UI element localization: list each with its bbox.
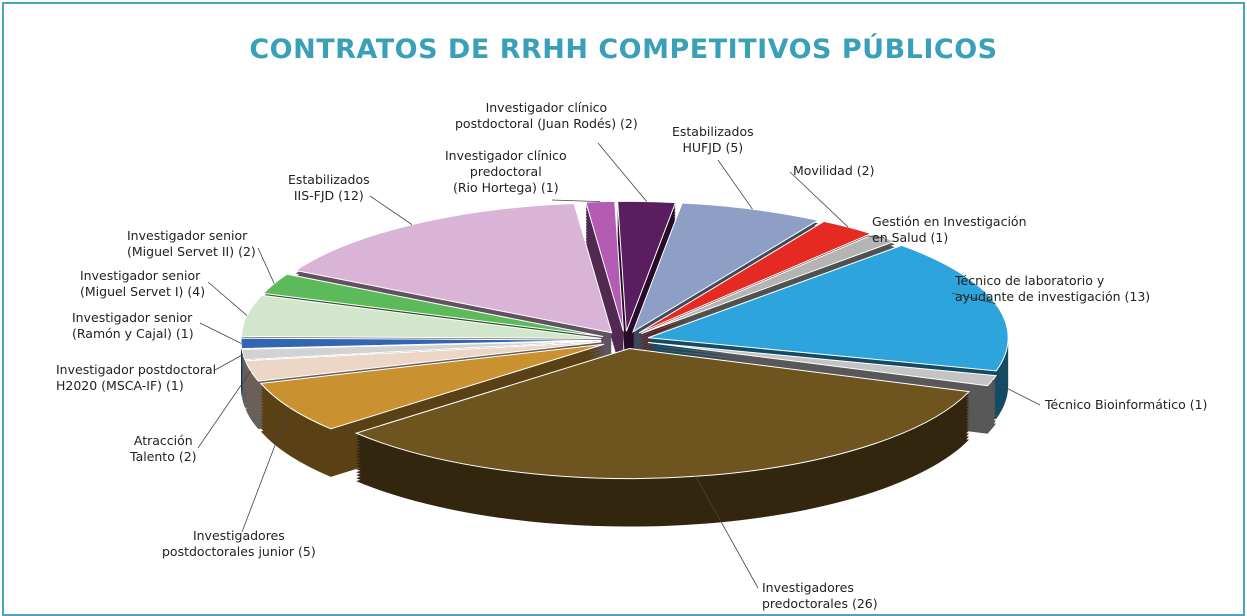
leader-line xyxy=(241,407,290,533)
leader-line xyxy=(597,142,647,202)
slice-label: Investigadores predoctorales (26) xyxy=(762,580,878,611)
slice-side xyxy=(647,348,997,392)
slice-label: Estabilizados HUFJD (5) xyxy=(672,124,754,155)
slice-label: Investigador clínico predoctoral (Rio Ho… xyxy=(445,148,567,195)
slice-label: Movilidad (2) xyxy=(793,163,875,178)
leader-line xyxy=(867,235,885,239)
slice-label: Atracción Talento (2) xyxy=(130,433,197,464)
leader-line xyxy=(199,322,242,344)
slice xyxy=(294,202,613,334)
slice xyxy=(241,340,602,361)
slice xyxy=(240,294,602,339)
slice-label: Investigador postdoctoral H2020 (MSCA-IF… xyxy=(56,362,217,393)
leader-line xyxy=(551,199,601,203)
leader-line xyxy=(207,281,248,316)
leader-line xyxy=(695,476,759,589)
leader-line xyxy=(257,247,275,284)
slice-label: Investigadores postdoctorales junior (5) xyxy=(162,528,316,559)
slice-label: Gestión en Investigación en Salud (1) xyxy=(872,214,1027,245)
slice-label: Investigador senior (Ramón y Cajal) (1) xyxy=(72,310,194,341)
slice xyxy=(647,244,1009,372)
leader-line xyxy=(951,292,996,304)
slice-side xyxy=(647,345,997,389)
leader-line xyxy=(369,195,413,225)
slice-label: Estabilizados IIS-FJD (12) xyxy=(288,172,370,203)
slice-label: Técnico de laboratorio y ayudante de inv… xyxy=(955,273,1151,304)
slice xyxy=(631,202,820,334)
slice-label: Investigador senior (Miguel Servet II) (… xyxy=(127,228,256,259)
slice-label: Investigador senior (Miguel Servet I) (4… xyxy=(80,268,206,299)
slice-label: Investigador clínico postdoctoral (Juan … xyxy=(455,100,638,131)
slice xyxy=(244,341,602,382)
leader-line xyxy=(991,380,1041,406)
leader-line xyxy=(197,370,252,449)
chart-title: CONTRATOS DE RRHH COMPETITIVOS PÚBLICOS xyxy=(249,34,998,65)
leader-line xyxy=(717,159,753,210)
leader-line xyxy=(214,354,244,371)
leader-line xyxy=(789,171,849,228)
slice-label: Técnico Bioinformático (1) xyxy=(1045,397,1208,412)
